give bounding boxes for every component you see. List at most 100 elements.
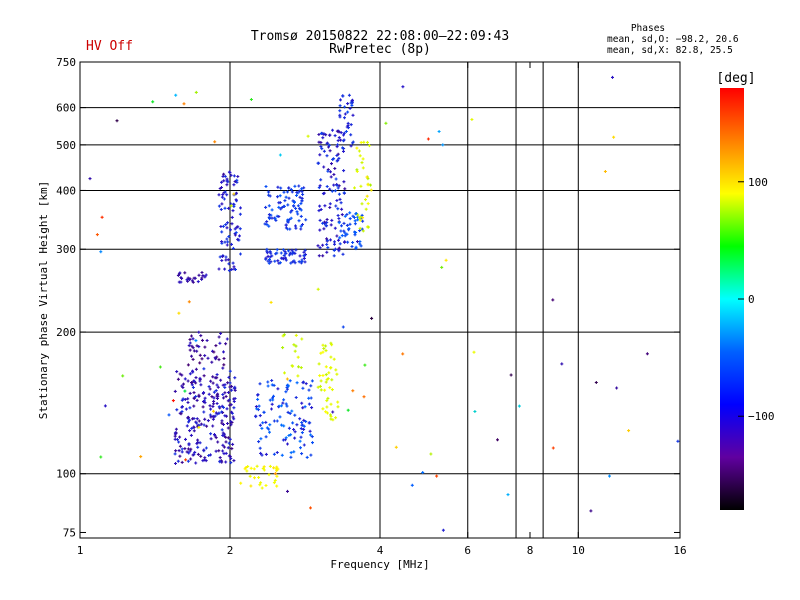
- data-point: [249, 98, 253, 101]
- x-tick-label: 1: [77, 544, 84, 557]
- data-point: [361, 219, 365, 223]
- data-point: [225, 183, 229, 187]
- data-point: [318, 228, 322, 232]
- data-point: [289, 451, 293, 455]
- data-point: [186, 397, 190, 401]
- data-point: [178, 444, 182, 448]
- data-point: [343, 187, 347, 191]
- data-point: [319, 351, 323, 355]
- data-point: [259, 437, 263, 441]
- data-point: [211, 414, 215, 418]
- axes: 1 2 4 6 8 10 16 75 100 200 300 400 500 600 750: [56, 56, 687, 557]
- data-point: [339, 138, 343, 142]
- data-point: [210, 395, 214, 399]
- data-point: [365, 175, 369, 179]
- data-point: [369, 188, 373, 192]
- data-point: [223, 391, 227, 395]
- data-point: [329, 413, 332, 417]
- data-point: [294, 224, 297, 228]
- data-point: [181, 386, 185, 389]
- data-point: [359, 244, 363, 248]
- data-point: [186, 415, 190, 419]
- data-point: [324, 133, 328, 137]
- data-point: [190, 334, 193, 338]
- data-point: [226, 240, 230, 244]
- data-point: [305, 455, 309, 459]
- data-point: [191, 357, 195, 361]
- data-point: [139, 455, 143, 459]
- data-point: [266, 254, 270, 258]
- data-point: [203, 345, 207, 349]
- data-point: [198, 361, 202, 365]
- data-point: [506, 493, 510, 497]
- data-point: [356, 240, 359, 244]
- data-point: [229, 461, 233, 465]
- data-point: [340, 213, 344, 217]
- data-point: [367, 225, 370, 229]
- data-point: [226, 436, 230, 440]
- data-point: [295, 423, 299, 427]
- data-point: [353, 186, 356, 190]
- data-point: [192, 404, 196, 408]
- data-point: [304, 382, 308, 386]
- data-point: [278, 153, 282, 157]
- data-point: [236, 238, 240, 242]
- data-point: [281, 401, 285, 405]
- data-point: [268, 217, 272, 221]
- data-point: [223, 386, 227, 389]
- data-point: [192, 379, 196, 383]
- data-point: [275, 248, 279, 252]
- data-point: [325, 237, 329, 241]
- data-point: [334, 177, 338, 181]
- data-point: [331, 418, 335, 422]
- data-point: [286, 220, 290, 224]
- data-point: [329, 417, 333, 421]
- data-point: [360, 161, 364, 165]
- data-point: [277, 205, 281, 209]
- data-point: [294, 333, 298, 337]
- data-point: [280, 404, 283, 408]
- data-point: [232, 192, 236, 196]
- data-point: [279, 256, 283, 260]
- data-point: [207, 454, 211, 457]
- data-point: [332, 357, 336, 361]
- data-point: [215, 383, 219, 387]
- data-point: [194, 381, 198, 385]
- data-point: [236, 225, 240, 229]
- data-point: [346, 110, 350, 114]
- data-point: [343, 234, 347, 238]
- data-point: [337, 249, 341, 253]
- data-point: [345, 213, 349, 216]
- data-point: [212, 409, 215, 413]
- data-point: [270, 402, 274, 406]
- data-point: [347, 93, 351, 97]
- data-point: [265, 247, 269, 251]
- data-point: [337, 246, 341, 250]
- data-point: [220, 240, 224, 244]
- data-point: [193, 276, 197, 280]
- data-point: [233, 376, 237, 380]
- data-point: [227, 262, 231, 266]
- data-point: [222, 423, 225, 426]
- data-point: [201, 338, 204, 342]
- data-point: [222, 445, 226, 449]
- data-point: [198, 376, 202, 380]
- data-point: [319, 141, 323, 144]
- data-point: [204, 273, 208, 277]
- data-point: [246, 465, 250, 468]
- data-point: [324, 410, 328, 414]
- plot-area: [80, 62, 680, 538]
- data-point: [189, 447, 193, 451]
- data-point: [217, 267, 221, 271]
- data-point: [217, 358, 221, 362]
- data-point: [226, 446, 230, 450]
- data-point: [615, 386, 619, 390]
- data-point: [223, 414, 227, 418]
- data-point: [228, 437, 232, 441]
- data-point: [352, 216, 356, 219]
- data-point: [317, 209, 321, 213]
- data-point: [257, 404, 261, 408]
- data-point: [209, 453, 212, 457]
- data-point: [187, 300, 191, 304]
